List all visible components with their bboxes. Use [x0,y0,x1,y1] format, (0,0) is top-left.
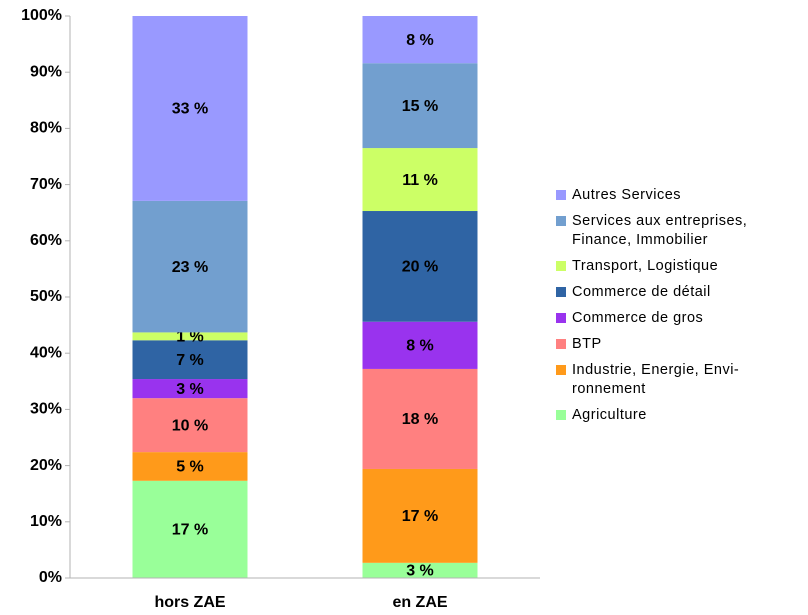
legend-swatch [556,365,566,375]
bar-segment [132,480,248,578]
bar-segment [362,63,478,149]
legend-label: Agriculture [572,407,647,423]
legend-label: Commerce de gros [572,310,704,326]
legend-item: Commerce de détail [556,283,747,302]
bar-segment [362,211,478,322]
data-label: 8 % [406,338,434,355]
data-label: 8 % [406,32,434,49]
data-label: 17 % [172,522,208,539]
y-tick-label: 20% [30,457,62,474]
legend: Autres Services Services aux entreprises,… [556,186,747,432]
legend-item: Transport, Logistique [556,257,747,276]
legend-label: Transport, Logistique [572,258,719,274]
data-label: 23 % [172,259,208,276]
y-tick-label: 50% [30,288,62,305]
bar-segment [132,379,248,399]
bar-segment [362,16,478,64]
y-tick-label: 60% [30,232,62,249]
bar-segment [132,200,248,333]
bar-segment [362,468,478,563]
legend-swatch [556,313,566,323]
bar-segment [132,16,248,201]
y-tick-label: 90% [30,63,62,80]
data-label: 20 % [402,259,438,276]
legend-item: Industrie, Energie, Envi- ronnement [556,361,747,399]
data-label: 1 % [176,329,204,346]
legend-label: BTP [572,336,602,352]
legend-item: Services aux entreprises, Finance, Immob… [556,212,747,250]
bar-segment [132,452,248,481]
legend-item: Autres Services [556,186,747,205]
data-label: 3 % [406,563,434,580]
data-label: 33 % [172,101,208,118]
legend-swatch [556,190,566,200]
data-label: 10 % [172,417,208,434]
y-tick-label: 40% [30,344,62,361]
bar-segment [362,321,478,369]
x-tick-label: hors ZAE [154,594,225,611]
data-label: 7 % [176,352,204,369]
bar-segment [132,398,248,453]
legend-swatch [556,261,566,271]
bar-segment [362,562,478,578]
y-tick-label: 10% [30,513,62,530]
legend-label: Industrie, Energie, Envi- ronnement [572,362,740,397]
y-tick-label: 0% [39,569,62,586]
y-tick-label: 70% [30,176,62,193]
legend-swatch [556,216,566,226]
data-label: 18 % [402,411,438,428]
y-tick-label: 100% [21,7,62,24]
legend-swatch [556,287,566,297]
legend-item: Commerce de gros [556,309,747,328]
data-label: 15 % [402,98,438,115]
x-tick-label: en ZAE [392,594,447,611]
data-label: 5 % [176,459,204,476]
y-tick-label: 80% [30,120,62,137]
legend-label: Autres Services [572,187,682,203]
y-tick-label: 30% [30,401,62,418]
legend-label: Services aux entreprises, Finance, Immob… [572,213,748,248]
bar-segment [362,148,478,212]
legend-swatch [556,410,566,420]
legend-item: BTP [556,335,747,354]
legend-item: Agriculture [556,406,747,425]
data-label: 3 % [176,381,204,398]
bar-segment [132,332,248,341]
data-label: 17 % [402,508,438,525]
data-label: 11 % [402,172,438,189]
bar-segment [132,340,248,380]
legend-swatch [556,339,566,349]
legend-label: Commerce de détail [572,284,711,300]
bar-segment [362,368,478,469]
